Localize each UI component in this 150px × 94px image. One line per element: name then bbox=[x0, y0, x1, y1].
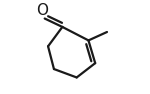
Text: O: O bbox=[36, 3, 48, 18]
